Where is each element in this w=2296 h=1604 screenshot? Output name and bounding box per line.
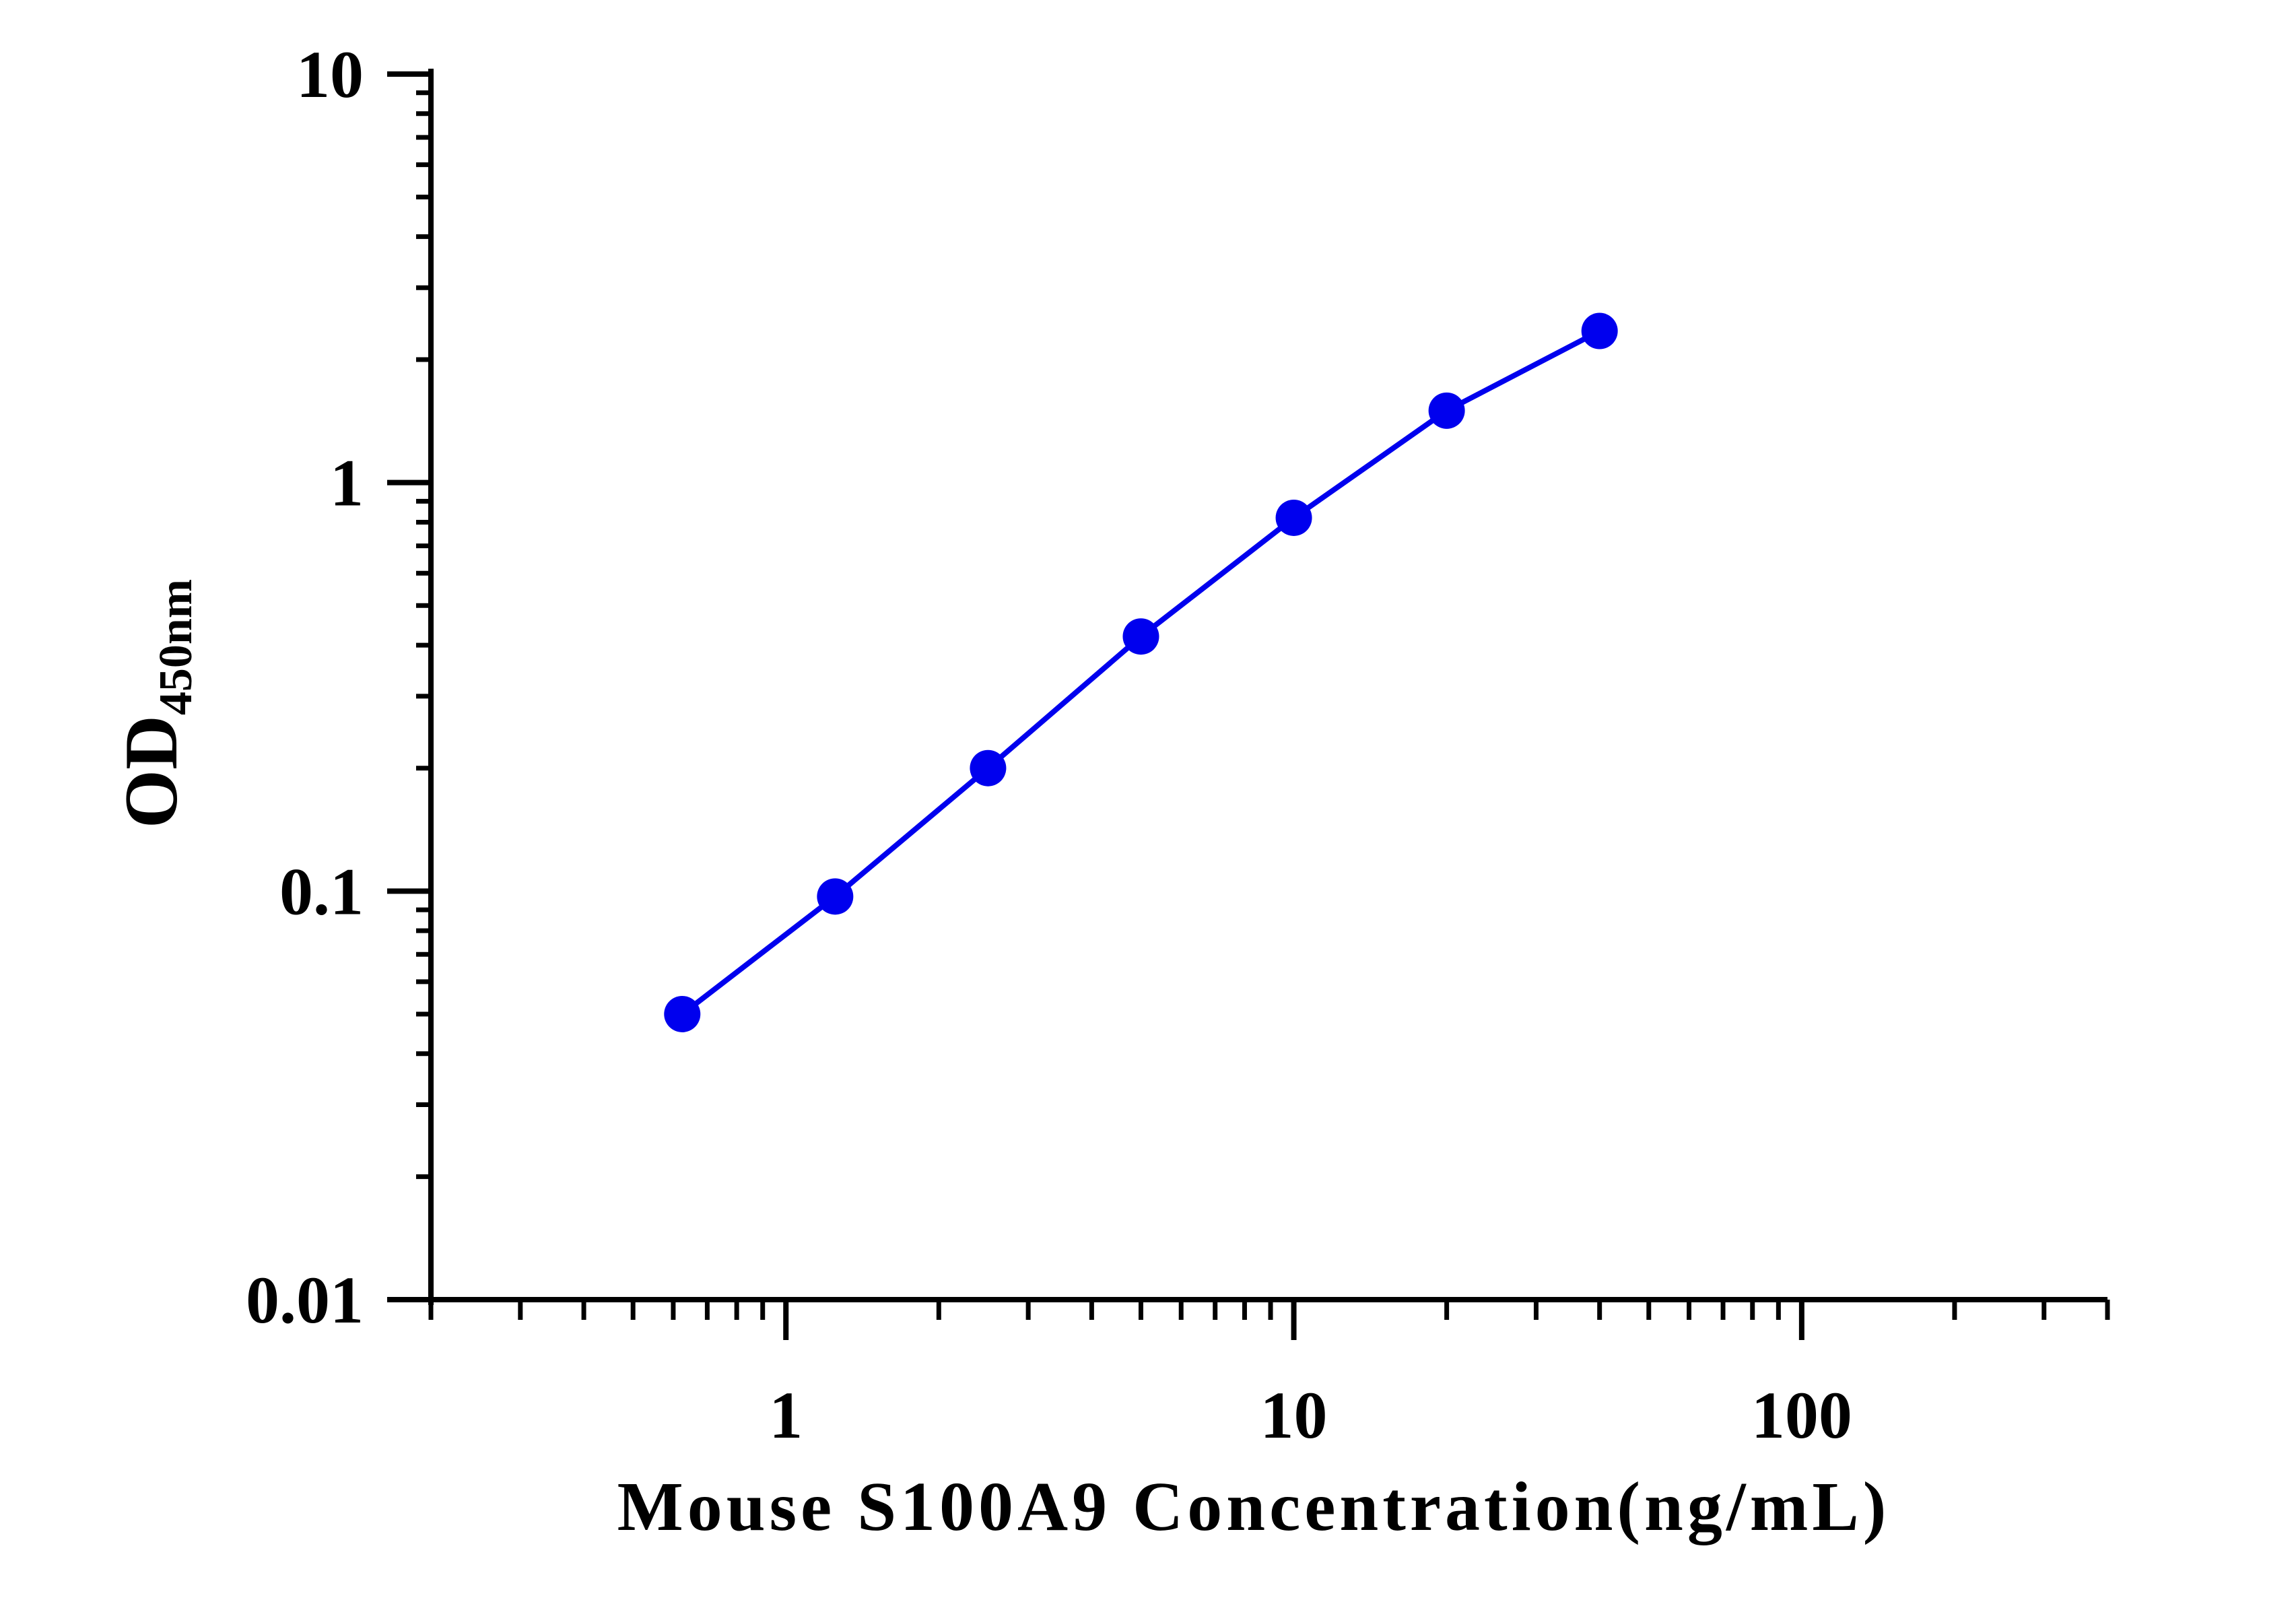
- y-tick-label: 10: [296, 37, 364, 112]
- data-point: [970, 749, 1007, 787]
- data-point: [1275, 499, 1312, 536]
- x-tick-label: 1: [769, 1378, 803, 1452]
- axes: [387, 69, 2107, 1305]
- y-tick-label: 0.01: [246, 1263, 364, 1337]
- ticks: [387, 71, 2110, 1340]
- y-axis-title-main: OD: [110, 715, 193, 828]
- data-point: [1581, 312, 1618, 349]
- data-point: [817, 878, 854, 915]
- data-point: [1428, 392, 1465, 429]
- data-point: [664, 995, 701, 1032]
- y-tick-label: 0.1: [279, 854, 364, 929]
- x-tick-label: 100: [1751, 1378, 1852, 1452]
- tick-labels: 0.01 0.1 1 10 1 10 100: [246, 37, 1852, 1452]
- series-line: [680, 329, 1601, 1017]
- y-axis-title-subscript: 450nm: [150, 579, 202, 715]
- series-layer: [664, 312, 1618, 1032]
- y-tick-label: 1: [330, 446, 364, 521]
- data-point: [1122, 618, 1159, 655]
- y-axis-title: OD450nm: [110, 579, 202, 828]
- x-tick-label: 10: [1260, 1378, 1328, 1452]
- x-axis-title: Mouse S100A9 Concentration(ng/mL): [617, 1468, 1891, 1545]
